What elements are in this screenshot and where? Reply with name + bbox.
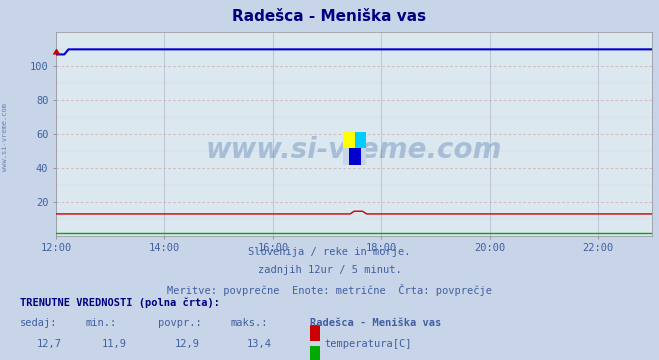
Text: TRENUTNE VREDNOSTI (polna črta):: TRENUTNE VREDNOSTI (polna črta): bbox=[20, 297, 219, 307]
Text: www.si-vreme.com: www.si-vreme.com bbox=[2, 103, 9, 171]
Text: 11,9: 11,9 bbox=[102, 339, 127, 349]
Text: maks.:: maks.: bbox=[231, 318, 268, 328]
Text: Slovenija / reke in morje.: Slovenija / reke in morje. bbox=[248, 247, 411, 257]
Text: temperatura[C]: temperatura[C] bbox=[324, 339, 412, 349]
Text: 12,7: 12,7 bbox=[36, 339, 61, 349]
Text: 13,4: 13,4 bbox=[247, 339, 272, 349]
Text: min.:: min.: bbox=[86, 318, 117, 328]
Text: Meritve: povprečne  Enote: metrične  Črta: povprečje: Meritve: povprečne Enote: metrične Črta:… bbox=[167, 284, 492, 296]
Bar bbox=[355, 132, 366, 148]
Bar bbox=[343, 132, 355, 148]
Text: 12,9: 12,9 bbox=[175, 339, 200, 349]
Text: povpr.:: povpr.: bbox=[158, 318, 202, 328]
Text: sedaj:: sedaj: bbox=[20, 318, 57, 328]
Text: Radešca - Meniška vas: Radešca - Meniška vas bbox=[310, 318, 441, 328]
Text: www.si-vreme.com: www.si-vreme.com bbox=[206, 136, 502, 165]
Text: Radešca - Meniška vas: Radešca - Meniška vas bbox=[233, 9, 426, 24]
Text: zadnjih 12ur / 5 minut.: zadnjih 12ur / 5 minut. bbox=[258, 265, 401, 275]
Bar bbox=[349, 148, 360, 165]
